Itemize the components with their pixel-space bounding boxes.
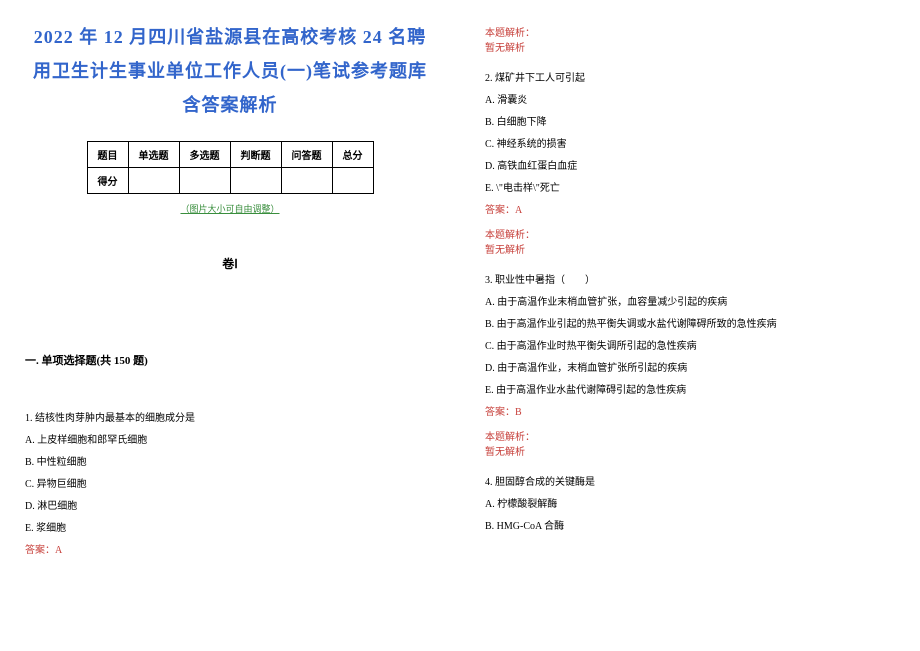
q1-opt-e: E. 浆细胞	[25, 518, 435, 540]
q3-opt-b: B. 由于高温作业引起的热平衡失调或水盐代谢障碍所致的急性疾病	[485, 314, 895, 336]
table-header-row: 题目 单选题 多选题 判断题 问答题 总分	[87, 141, 373, 167]
q2-opt-e: E. \"电击样\"死亡	[485, 178, 895, 200]
q1-opt-d: D. 淋巴细胞	[25, 496, 435, 518]
q1-analysis-label: 本题解析：	[485, 24, 895, 39]
q1-analysis-text: 暂无解析	[485, 39, 895, 54]
q2-opt-d: D. 高铁血红蛋白血症	[485, 156, 895, 178]
q3-answer: 答案：B	[485, 402, 895, 424]
q2-opt-b: B. 白细胞下降	[485, 112, 895, 134]
document-title: 2022 年 12 月四川省盐源县在高校考核 24 名聘 用卫生计生事业单位工作…	[25, 20, 435, 123]
title-line-1: 2022 年 12 月四川省盐源县在高校考核 24 名聘	[25, 20, 435, 54]
q4-opt-b: B. HMG-CoA 合酶	[485, 516, 895, 538]
row-label: 得分	[87, 167, 128, 193]
q3-opt-a: A. 由于高温作业末梢血管扩张，血容量减少引起的疾病	[485, 292, 895, 314]
cell	[281, 167, 332, 193]
title-line-3: 含答案解析	[25, 88, 435, 122]
q3-analysis-text: 暂无解析	[485, 443, 895, 458]
question-3-text: 3. 职业性中暑指（ ）	[485, 270, 895, 292]
question-2-text: 2. 煤矿井下工人可引起	[485, 68, 895, 90]
q1-opt-a: A. 上皮样细胞和郎罕氏细胞	[25, 430, 435, 452]
q3-opt-d: D. 由于高温作业，末梢血管扩张所引起的疾病	[485, 358, 895, 380]
cell	[230, 167, 281, 193]
section-heading: 一. 单项选择题(共 150 题)	[25, 352, 435, 368]
q3-opt-e: E. 由于高温作业水盐代谢障碍引起的急性疾病	[485, 380, 895, 402]
th-single: 单选题	[128, 141, 179, 167]
cell	[128, 167, 179, 193]
cell	[332, 167, 373, 193]
right-column: 本题解析： 暂无解析 2. 煤矿井下工人可引起 A. 滑囊炎 B. 白细胞下降 …	[460, 0, 920, 651]
left-column: 2022 年 12 月四川省盐源县在高校考核 24 名聘 用卫生计生事业单位工作…	[0, 0, 460, 651]
q2-answer: 答案：A	[485, 200, 895, 222]
title-line-2: 用卫生计生事业单位工作人员(一)笔试参考题库	[25, 54, 435, 88]
q2-analysis-text: 暂无解析	[485, 241, 895, 256]
cell	[179, 167, 230, 193]
th-judge: 判断题	[230, 141, 281, 167]
score-table: 题目 单选题 多选题 判断题 问答题 总分 得分	[87, 141, 374, 194]
q2-opt-c: C. 神经系统的损害	[485, 134, 895, 156]
question-4-text: 4. 胆固醇合成的关键酶是	[485, 472, 895, 494]
q1-answer: 答案：A	[25, 540, 435, 562]
q2-analysis-label: 本题解析：	[485, 226, 895, 241]
q3-analysis-label: 本题解析：	[485, 428, 895, 443]
table-score-row: 得分	[87, 167, 373, 193]
q2-opt-a: A. 滑囊炎	[485, 90, 895, 112]
q1-opt-c: C. 异物巨细胞	[25, 474, 435, 496]
image-note: （图片大小可自由调整）	[25, 202, 435, 215]
q3-opt-c: C. 由于高温作业时热平衡失调所引起的急性疾病	[485, 336, 895, 358]
th-multi: 多选题	[179, 141, 230, 167]
th-ask: 问答题	[281, 141, 332, 167]
question-1-text: 1. 结核性肉芽肿内最基本的细胞成分是	[25, 408, 435, 430]
q4-opt-a: A. 柠檬酸裂解酶	[485, 494, 895, 516]
q1-opt-b: B. 中性粒细胞	[25, 452, 435, 474]
th-topic: 题目	[87, 141, 128, 167]
th-total: 总分	[332, 141, 373, 167]
volume-label: 卷Ⅰ	[25, 255, 435, 272]
